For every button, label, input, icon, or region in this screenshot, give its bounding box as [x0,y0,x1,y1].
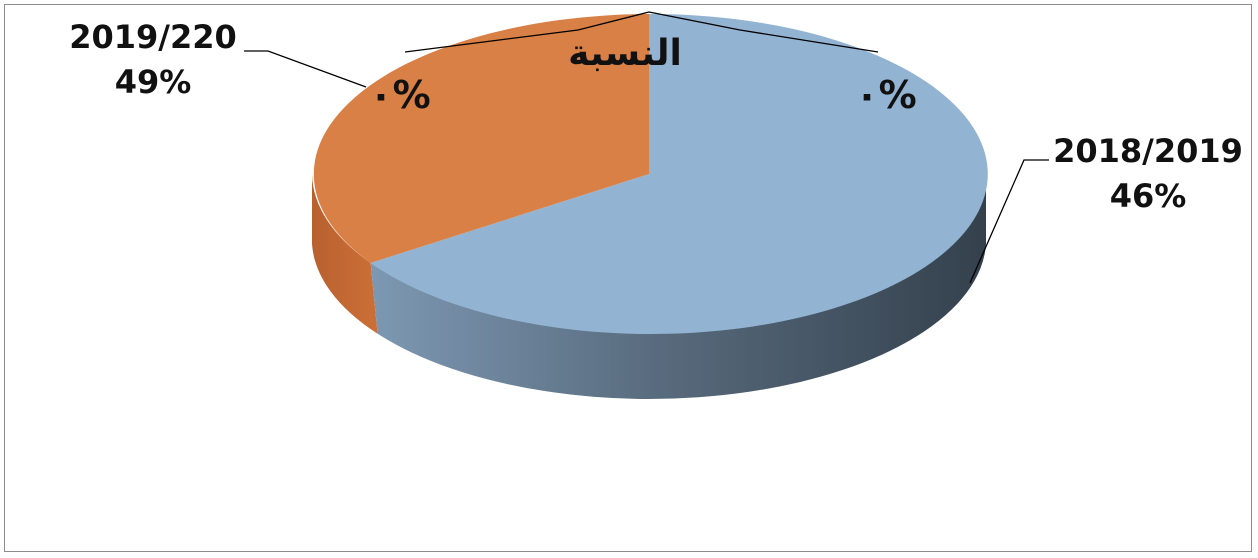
percent-label-2018-2019: 46% [1110,177,1187,215]
inner-label-2018-2019: ٠% [855,73,916,117]
leader-line-2019-220 [244,50,367,88]
chart-title: النسبة [568,33,682,74]
slice-top-2018-2019 [370,13,988,334]
slice-top-2019-220 [313,14,649,263]
percent-label-2019-220: 49% [115,63,192,101]
leader-line-title-left [404,11,650,53]
category-label-2018-2019: 2018/2019 [1053,132,1243,170]
slice-side-2018-2019 [370,174,987,399]
inner-label-2019-220: ٠% [369,73,430,117]
category-label-2019-220: 2019/220 [69,18,237,56]
leader-line-2018-2019 [969,159,1049,284]
leader-line-title-right [648,11,879,53]
slice-side-2019-220 [312,174,378,334]
